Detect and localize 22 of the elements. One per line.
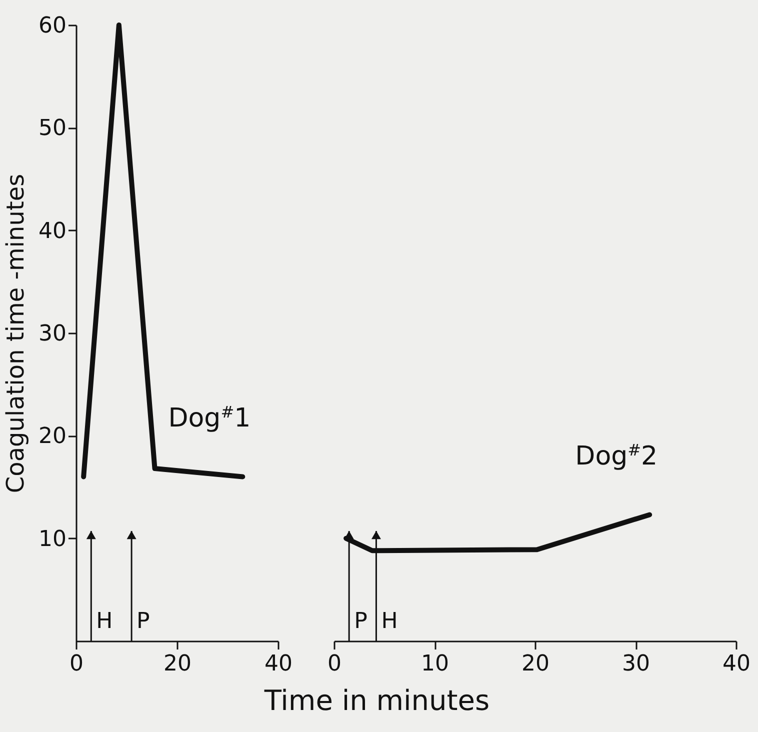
y-tick-label: 20 bbox=[38, 424, 66, 450]
series-label: Dog$^{#}$2 bbox=[575, 440, 658, 472]
x-tick-label: 20 bbox=[522, 652, 550, 676]
ref-line-label: P bbox=[354, 609, 368, 634]
y-tick-label: 60 bbox=[38, 14, 66, 38]
ref-line-label: H bbox=[381, 609, 398, 634]
series-label: Dog$^{#}$1 bbox=[168, 402, 251, 434]
y-tick-label: 50 bbox=[38, 116, 66, 142]
y-tick-label: 40 bbox=[38, 218, 66, 244]
y-tick-label: 10 bbox=[38, 526, 66, 552]
x-tick-label: 0 bbox=[328, 652, 342, 676]
x-tick-label: 20 bbox=[164, 652, 192, 676]
x-tick-label: 40 bbox=[264, 652, 292, 676]
y-axis-title: Coagulation time -minutes bbox=[2, 174, 30, 494]
x-axis-title: Time in minutes bbox=[263, 684, 490, 717]
x-tick-label: 40 bbox=[722, 652, 750, 676]
y-tick-label: 30 bbox=[38, 322, 66, 346]
ref-line-label: H bbox=[96, 609, 113, 634]
x-tick-label: 0 bbox=[70, 652, 84, 676]
ref-line-label: P bbox=[136, 609, 150, 634]
x-tick-label: 10 bbox=[421, 652, 449, 676]
x-tick-label: 30 bbox=[622, 652, 650, 676]
